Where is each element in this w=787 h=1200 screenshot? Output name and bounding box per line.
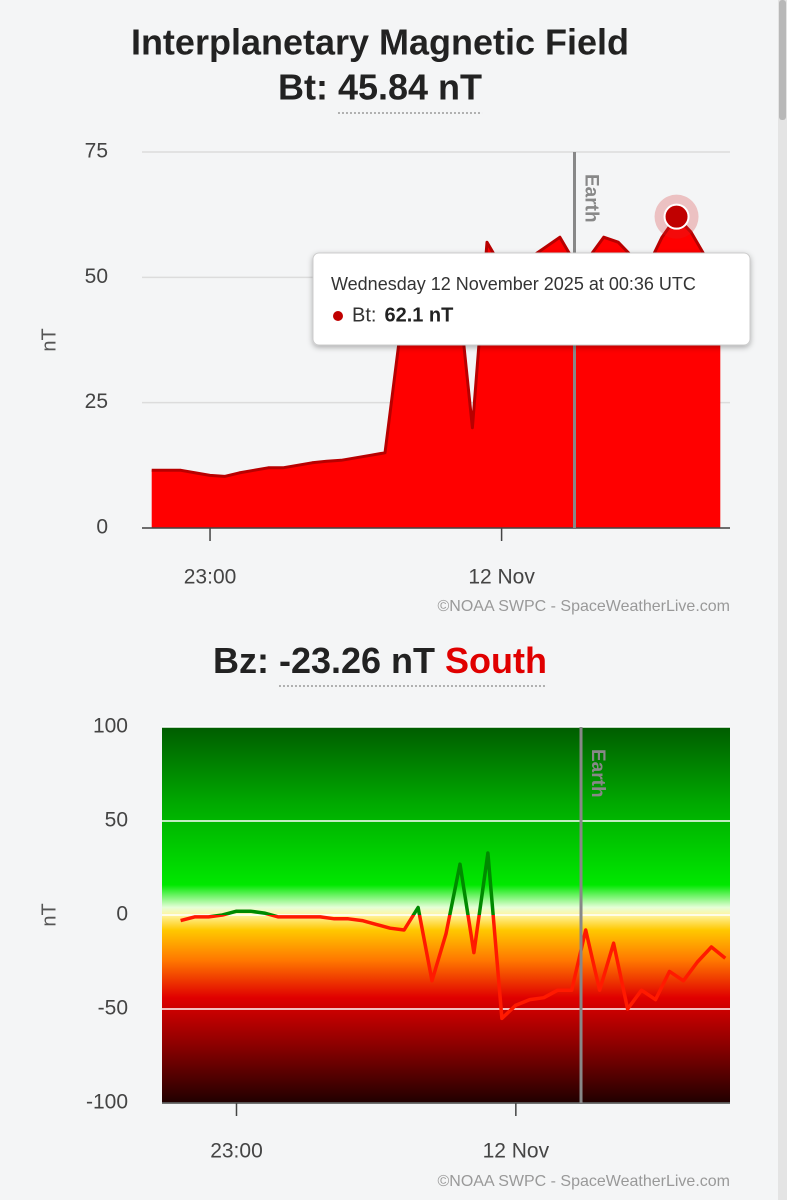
x-tick-label: 23:00 [210,1140,263,1163]
credit: ©NOAA SWPC - SpaceWeatherLive.com [438,598,730,615]
y-tick-label: 25 [85,390,108,413]
y-axis-label: nT [38,903,60,926]
y-axis-label: nT [38,328,60,351]
y-tick-label: -100 [86,1091,128,1114]
chart-title: Bz: -23.26 nT South [213,640,547,681]
earth-label: Earth [580,174,601,223]
tooltip: Wednesday 12 November 2025 at 00:36 UTC B… [312,252,751,346]
hover-point [663,203,690,230]
tooltip-box [312,252,751,346]
title-status: South [445,640,547,681]
y-tick-label: 100 [93,715,128,738]
tooltip-label: Bt: [352,304,376,326]
y-tick-label: 50 [105,809,128,832]
title-value: Bz: -23.26 nT [213,640,435,681]
scrollbar-thumb[interactable] [779,0,786,120]
tooltip-title: Wednesday 12 November 2025 at 00:36 UTC [331,274,696,294]
y-tick-label: -50 [98,997,128,1020]
y-tick-label: 0 [96,516,108,539]
x-tick-label: 23:00 [184,566,237,589]
credit: ©NOAA SWPC - SpaceWeatherLive.com [438,1173,730,1190]
y-tick-label: 0 [116,903,128,926]
tooltip-value: 62.1 nT [384,304,453,326]
scrollbar[interactable] [778,0,787,1200]
earth-label: Earth [587,749,608,798]
x-tick-label: 12 Nov [468,566,535,589]
bz-line [180,851,727,1021]
y-tick-label: 75 [85,140,108,163]
y-tick-label: 50 [85,265,108,288]
chart-subtitle: Bt: 45.84 nT [278,67,482,108]
chart-title: Interplanetary Magnetic Field [131,22,629,63]
tooltip-swatch [333,311,343,321]
x-tick-label: 12 Nov [483,1140,550,1163]
